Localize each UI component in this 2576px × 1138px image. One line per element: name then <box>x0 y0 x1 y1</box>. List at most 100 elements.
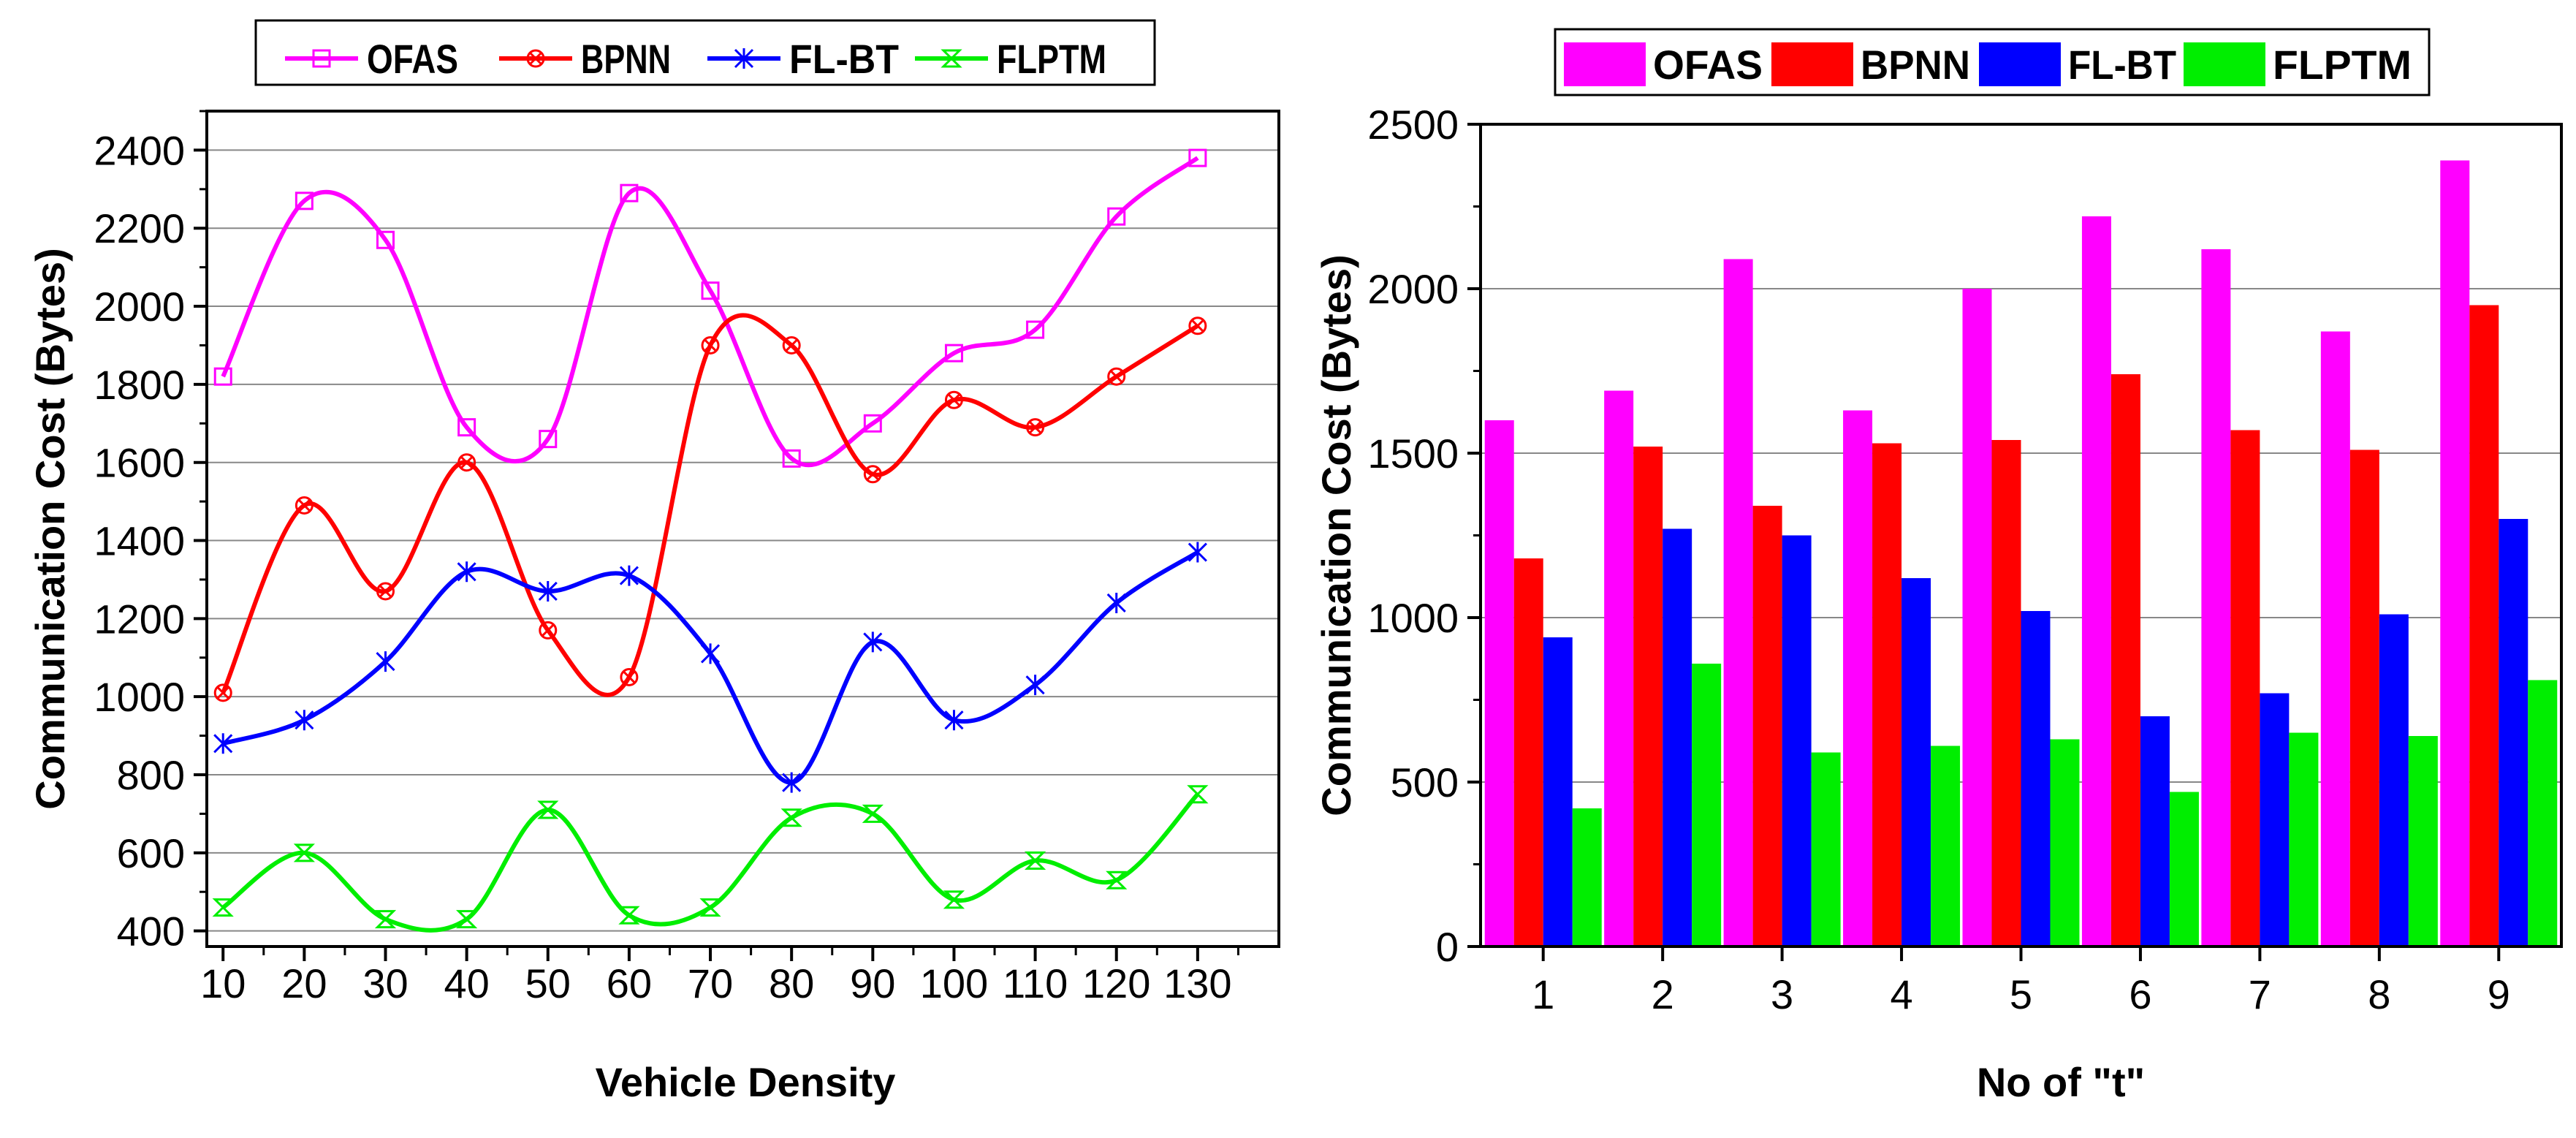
bar-ofas-3 <box>1723 259 1753 947</box>
bar-chart-no-of-t: 0 500 1000 1500 2000 2500 1 2 3 4 5 6 7 8 9 No of "t" Co… <box>1313 28 2563 1105</box>
point-bpnn-40-ring <box>457 453 476 472</box>
bar-fl-bt-7 <box>2260 693 2290 947</box>
y-tick-label-1600: 1600 <box>94 440 185 486</box>
x-tick-label-110: 110 <box>1003 960 1068 1006</box>
bars <box>1484 160 2558 947</box>
y-tick-label-2200: 2200 <box>94 205 185 251</box>
bar-flptm-7 <box>2289 732 2319 947</box>
y-tick-label-0: 0 <box>1436 924 1459 970</box>
y-tick-label-1000: 1000 <box>94 674 185 720</box>
bar-ofas-2 <box>1604 390 1634 947</box>
x-tick-label-1: 1 <box>1532 971 1554 1017</box>
bar-bpnn-1 <box>1513 558 1543 947</box>
legend-marker-bpnn-ring <box>526 49 545 68</box>
point-flptm-120 <box>1106 870 1128 889</box>
point-fl-bt-100 <box>944 710 964 731</box>
y-tick-label-1200: 1200 <box>94 596 185 642</box>
point-bpnn-40 <box>457 453 476 472</box>
x-tick-label-8: 8 <box>2368 971 2390 1017</box>
point-bpnn-120-cross <box>1109 370 1123 384</box>
x-tick-label-10: 10 <box>200 960 246 1006</box>
bar-fl-bt-6 <box>2140 716 2170 947</box>
y-tick-label-800: 800 <box>117 752 185 798</box>
x-tick-label-130: 130 <box>1163 960 1231 1006</box>
bar-ofas-7 <box>2201 249 2231 947</box>
x-tick-label-90: 90 <box>850 960 895 1006</box>
x-tick-label-3: 3 <box>1771 971 1793 1017</box>
legend-swatch-ofas <box>1564 42 1646 86</box>
bar-bpnn-8 <box>2349 449 2379 947</box>
bar-fl-bt-2 <box>1663 528 1692 947</box>
bar-flptm-5 <box>2050 739 2080 947</box>
y-tick-label-600: 600 <box>117 830 185 876</box>
point-bpnn-20-cross <box>297 498 311 512</box>
legend-label-bpnn: BPNN <box>581 36 671 82</box>
point-bpnn-10-cross <box>216 686 230 699</box>
point-ofas-90 <box>863 414 882 433</box>
point-flptm-60 <box>618 906 640 925</box>
x-axis: 1 2 3 4 5 6 7 8 9 <box>1532 947 2510 1017</box>
point-bpnn-30-cross <box>379 584 392 599</box>
point-bpnn-130-ring <box>1188 316 1207 335</box>
point-ofas-110 <box>1026 320 1045 339</box>
point-fl-bt-90 <box>863 631 883 653</box>
point-ofas-120 <box>1107 207 1126 226</box>
point-fl-bt-20 <box>295 710 314 731</box>
point-bpnn-110-ring <box>1026 418 1045 437</box>
y-tick-label-1400: 1400 <box>94 518 185 564</box>
point-bpnn-100-cross <box>947 393 961 407</box>
bar-ofas-5 <box>1962 289 1992 947</box>
point-ofas-30 <box>376 230 395 249</box>
series-line-fl-bt <box>222 550 1199 785</box>
point-bpnn-60 <box>620 667 639 686</box>
point-ofas-40 <box>457 418 476 437</box>
point-fl-bt-30 <box>376 651 395 672</box>
x-tick-label-80: 80 <box>769 960 814 1006</box>
y-axis-title: Communication Cost (Bytes) <box>1313 254 1359 816</box>
point-bpnn-100-ring <box>944 390 963 409</box>
y-tick-label-1000: 1000 <box>1367 595 1459 641</box>
point-bpnn-50 <box>539 621 558 640</box>
legend-swatch-flptm <box>2184 42 2265 86</box>
x-tick-label-5: 5 <box>2010 971 2032 1017</box>
bar-flptm-8 <box>2408 736 2438 947</box>
legend-marker-ofas <box>312 49 331 68</box>
bar-ofas-4 <box>1843 410 1873 947</box>
y-tick-label-400: 400 <box>117 908 185 955</box>
x-tick-label-2: 2 <box>1652 971 1674 1017</box>
point-fl-bt-110 <box>1025 675 1045 696</box>
point-fl-bt-40 <box>457 561 476 583</box>
point-ofas-60 <box>620 183 639 202</box>
x-tick-label-100: 100 <box>920 960 988 1006</box>
legend-label-flptm: FLPTM <box>997 36 1106 82</box>
legend-marker-flptm <box>941 49 962 68</box>
point-fl-bt-10 <box>213 733 233 754</box>
legend-label-ofas: OFAS <box>1653 42 1763 88</box>
point-bpnn-110 <box>1026 418 1045 437</box>
y-axis-title: Communication Cost (Bytes) <box>27 248 73 810</box>
point-bpnn-80-cross <box>785 338 799 352</box>
line-chart-vehicle-density: 400 600 800 1000 1200 1400 1600 1800 2000 2200 240… <box>27 19 1280 1105</box>
x-tick-label-20: 20 <box>281 960 327 1006</box>
point-bpnn-110-cross <box>1028 420 1042 434</box>
x-tick-label-60: 60 <box>607 960 652 1006</box>
x-tick-label-4: 4 <box>1890 971 1912 1017</box>
point-bpnn-20 <box>295 496 314 515</box>
series-bpnn <box>213 313 1207 702</box>
point-ofas-70 <box>701 281 720 300</box>
legend-label-flptm: FLPTM <box>2273 42 2412 88</box>
bar-flptm-6 <box>2169 792 2199 947</box>
legend: OFAS BPNN FL-BT FLPTM <box>1554 28 2431 96</box>
bar-fl-bt-8 <box>2379 614 2409 947</box>
y-tick-label-2400: 2400 <box>94 127 185 173</box>
point-bpnn-130-cross <box>1190 319 1204 333</box>
bar-flptm-2 <box>1692 664 1722 947</box>
point-bpnn-90-ring <box>863 465 882 484</box>
x-tick-label-70: 70 <box>688 960 733 1006</box>
point-fl-bt-80 <box>782 772 802 793</box>
point-flptm-50 <box>537 800 559 819</box>
legend-label-fl-bt: FL-BT <box>789 36 899 82</box>
series-line-ofas <box>221 156 1199 468</box>
bar-bpnn-3 <box>1752 506 1782 947</box>
point-bpnn-40-cross <box>460 455 474 469</box>
